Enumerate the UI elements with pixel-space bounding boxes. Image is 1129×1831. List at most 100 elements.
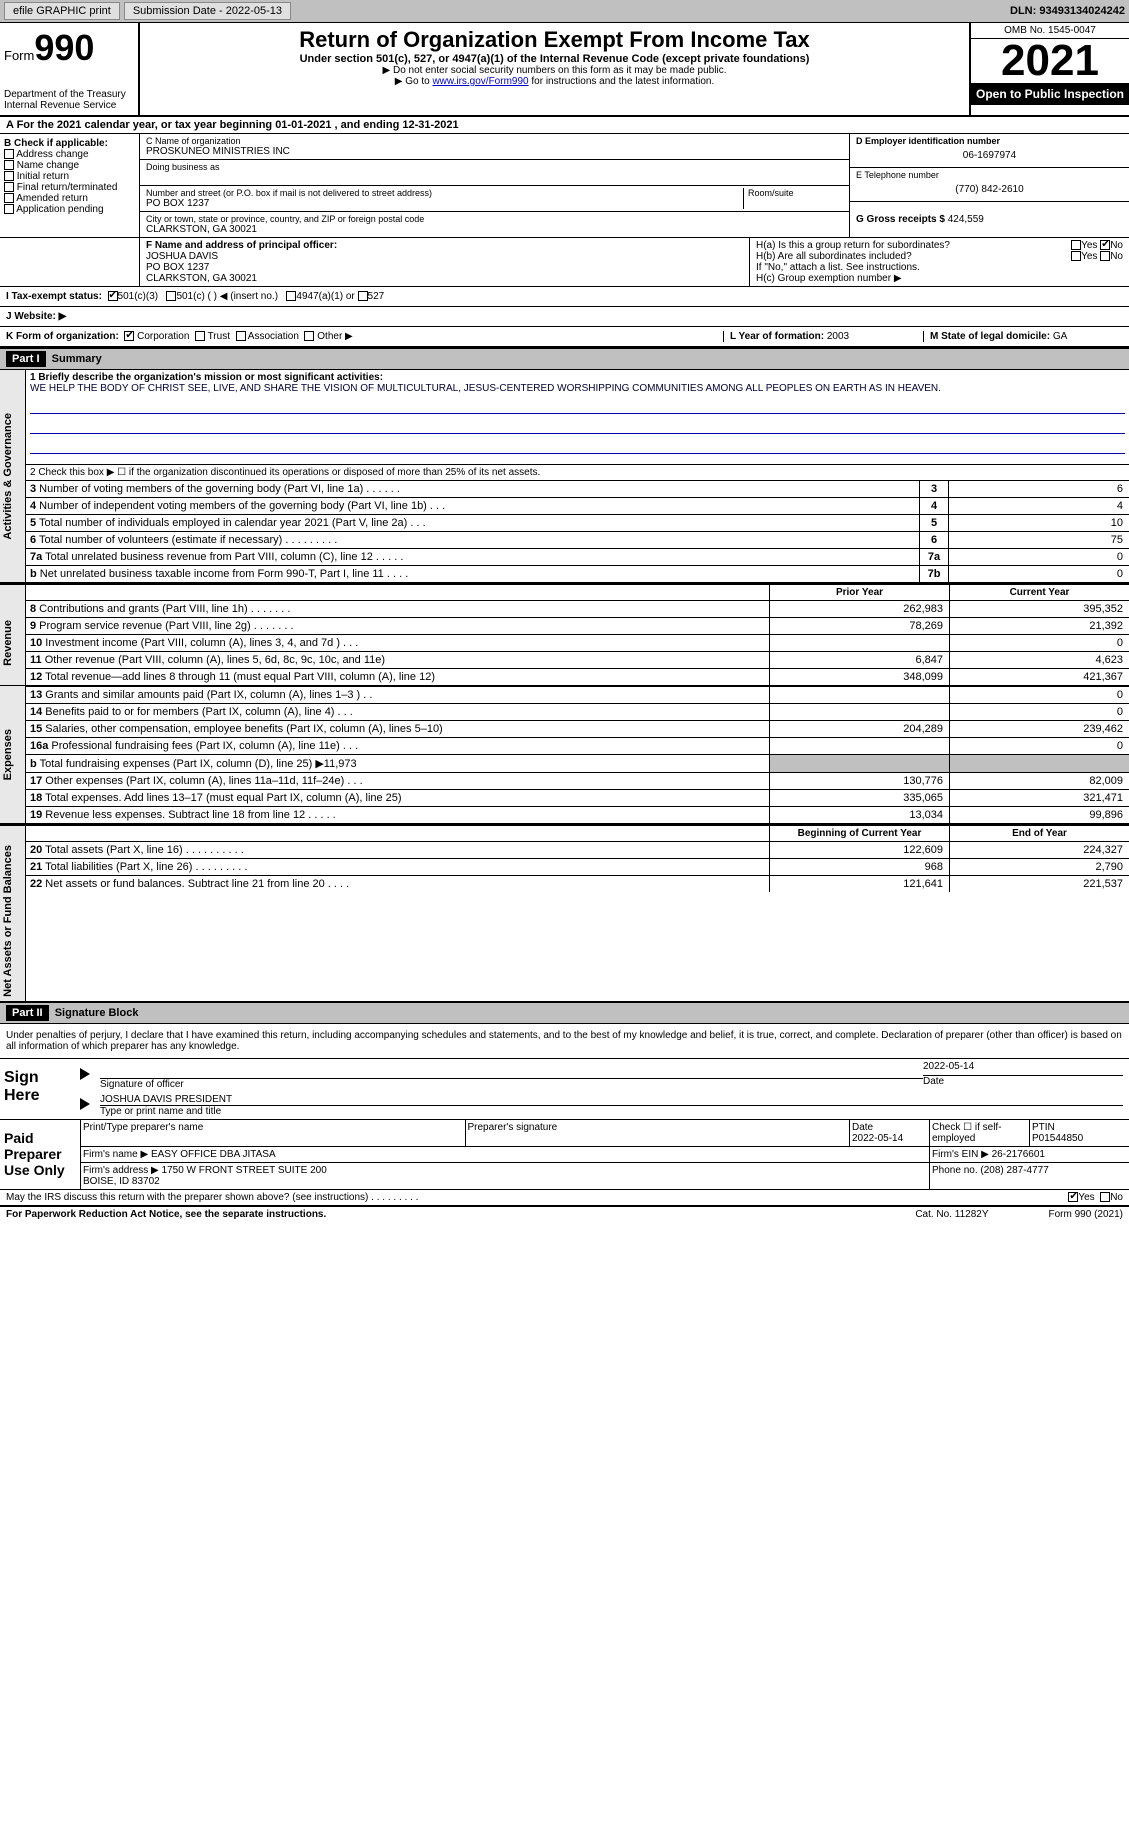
firm-name: EASY OFFICE DBA JITASA	[151, 1149, 276, 1160]
declaration-text: Under penalties of perjury, I declare th…	[6, 1030, 1123, 1052]
i-4947: 4947(a)(1) or	[296, 291, 354, 302]
city-lbl: City or town, state or province, country…	[146, 214, 843, 224]
pra-notice: For Paperwork Reduction Act Notice, see …	[6, 1209, 915, 1220]
form-footer: Form 990 (2021)	[1049, 1209, 1123, 1220]
line-a: A For the 2021 calendar year, or tax yea…	[0, 117, 1129, 134]
city-val: CLARKSTON, GA 30021	[146, 224, 843, 235]
sign-here-label: Sign Here	[0, 1059, 80, 1119]
cb-name-change: Name change	[17, 160, 79, 171]
na-label: Net Assets or Fund Balances	[0, 841, 16, 1001]
irs-link[interactable]: www.irs.gov/Form990	[432, 76, 528, 87]
revenue-section: Revenue 8 Contributions and grants (Part…	[0, 600, 1129, 686]
summary-row: 16a Professional fundraising fees (Part …	[26, 737, 1129, 754]
form-number: 990	[34, 27, 94, 68]
dba-lbl: Doing business as	[146, 162, 843, 172]
cb-addr-change: Address change	[16, 149, 88, 160]
gross-lbl: G Gross receipts $	[856, 214, 945, 225]
c-name-lbl: C Name of organization	[146, 136, 843, 146]
ha-lbl: H(a) Is this a group return for subordin…	[756, 240, 950, 251]
cb-initial: Initial return	[17, 171, 69, 182]
hb-lbl: H(b) Are all subordinates included?	[756, 251, 912, 262]
street-val: PO BOX 1237	[146, 198, 743, 209]
goto-post: for instructions and the latest informat…	[529, 76, 715, 87]
i-501c3: 501(c)(3)	[118, 291, 159, 302]
subtitle-1: Under section 501(c), 527, or 4947(a)(1)…	[144, 53, 965, 65]
exp-label: Expenses	[0, 725, 16, 784]
prep-date: 2022-05-14	[852, 1133, 927, 1144]
part2-title: Signature Block	[55, 1007, 139, 1019]
year-formed: 2003	[827, 331, 849, 342]
summary-row: 15 Salaries, other compensation, employe…	[26, 720, 1129, 737]
paid-preparer-label: Paid Preparer Use Only	[0, 1120, 80, 1189]
ein-lbl: D Employer identification number	[856, 136, 1123, 146]
summary-row: 8 Contributions and grants (Part VIII, l…	[26, 600, 1129, 617]
summary-row: 22 Net assets or fund balances. Subtract…	[26, 875, 1129, 892]
cb-app-pending: Application pending	[16, 204, 103, 215]
i-501c: 501(c) ( ) ◀ (insert no.)	[176, 291, 278, 302]
room-lbl: Room/suite	[748, 188, 843, 198]
form-title: Return of Organization Exempt From Incom…	[144, 27, 965, 53]
summary-row: 3 Number of voting members of the govern…	[26, 480, 1129, 497]
open-inspection-label: Open to Public Inspection	[971, 83, 1129, 105]
goto-pre: ▶ Go to	[395, 76, 433, 87]
officer-name-title: JOSHUA DAVIS PRESIDENT	[100, 1094, 1123, 1106]
firm-phone: (208) 287-4777	[980, 1165, 1048, 1176]
part1-title: Summary	[52, 353, 102, 365]
tel-val: (770) 842-2610	[856, 180, 1123, 199]
summary-row: 6 Total number of volunteers (estimate i…	[26, 531, 1129, 548]
street-lbl: Number and street (or P.O. box if mail i…	[146, 188, 743, 198]
officer-addr1: PO BOX 1237	[146, 262, 209, 273]
dln-label: DLN: 93493134024242	[1010, 5, 1125, 17]
state-domicile: GA	[1053, 331, 1067, 342]
self-employed-check: Check ☐ if self-employed	[929, 1120, 1029, 1146]
b-header: B Check if applicable:	[4, 138, 135, 149]
current-year-hdr: Current Year	[949, 585, 1129, 600]
firm-ein: 26-2176601	[992, 1149, 1045, 1160]
ptin-val: P01544850	[1032, 1133, 1127, 1144]
part2-hdr: Part II	[6, 1005, 49, 1021]
tel-lbl: E Telephone number	[856, 170, 1123, 180]
activities-governance-section: Activities & Governance 1 Briefly descri…	[0, 370, 1129, 583]
j-lbl: J Website: ▶	[6, 311, 66, 322]
summary-row: 13 Grants and similar amounts paid (Part…	[26, 686, 1129, 703]
section-bcd: B Check if applicable: Address change Na…	[0, 134, 1129, 238]
summary-row: 12 Total revenue—add lines 8 through 11 …	[26, 668, 1129, 685]
q2-text: 2 Check this box ▶ ☐ if the organization…	[26, 465, 1129, 480]
summary-row: 4 Number of independent voting members o…	[26, 497, 1129, 514]
rev-label: Revenue	[0, 616, 16, 670]
summary-row: b Net unrelated business taxable income …	[26, 565, 1129, 582]
cat-no: Cat. No. 11282Y	[915, 1209, 988, 1220]
net-assets-section: Net Assets or Fund Balances 20 Total ass…	[0, 841, 1129, 1002]
discuss-text: May the IRS discuss this return with the…	[6, 1192, 418, 1203]
hb2-lbl: If "No," attach a list. See instructions…	[756, 262, 1123, 273]
dept-label: Department of the Treasury Internal Reve…	[4, 89, 134, 111]
hc-lbl: H(c) Group exemption number ▶	[756, 273, 1123, 284]
form-label: Form	[4, 48, 34, 63]
tax-year: 2021	[971, 39, 1129, 83]
i-lbl: I Tax-exempt status:	[6, 291, 102, 302]
sig-date1: 2022-05-14	[923, 1061, 1123, 1072]
end-year-hdr: End of Year	[949, 826, 1129, 841]
summary-row: b Total fundraising expenses (Part IX, c…	[26, 754, 1129, 772]
subtitle-2: ▶ Do not enter social security numbers o…	[144, 65, 965, 76]
officer-name: JOSHUA DAVIS	[146, 251, 218, 262]
summary-row: 5 Total number of individuals employed i…	[26, 514, 1129, 531]
cb-final: Final return/terminated	[17, 182, 118, 193]
submission-date-button[interactable]: Submission Date - 2022-05-13	[124, 2, 291, 20]
cb-amended: Amended return	[16, 193, 88, 204]
summary-row: 14 Benefits paid to or for members (Part…	[26, 703, 1129, 720]
summary-row: 20 Total assets (Part X, line 16) . . . …	[26, 841, 1129, 858]
summary-row: 18 Total expenses. Add lines 13–17 (must…	[26, 789, 1129, 806]
summary-row: 17 Other expenses (Part IX, column (A), …	[26, 772, 1129, 789]
officer-addr2: CLARKSTON, GA 30021	[146, 273, 257, 284]
summary-row: 21 Total liabilities (Part X, line 26) .…	[26, 858, 1129, 875]
top-toolbar: efile GRAPHIC print Submission Date - 20…	[0, 0, 1129, 23]
summary-row: 9 Program service revenue (Part VIII, li…	[26, 617, 1129, 634]
summary-row: 11 Other revenue (Part VIII, column (A),…	[26, 651, 1129, 668]
i-527: 527	[368, 291, 385, 302]
mission-text: WE HELP THE BODY OF CHRIST SEE, LIVE, AN…	[30, 383, 1125, 394]
prior-year-hdr: Prior Year	[769, 585, 949, 600]
f-lbl: F Name and address of principal officer:	[146, 240, 337, 251]
summary-row: 10 Investment income (Part VIII, column …	[26, 634, 1129, 651]
efile-print-button[interactable]: efile GRAPHIC print	[4, 2, 120, 20]
